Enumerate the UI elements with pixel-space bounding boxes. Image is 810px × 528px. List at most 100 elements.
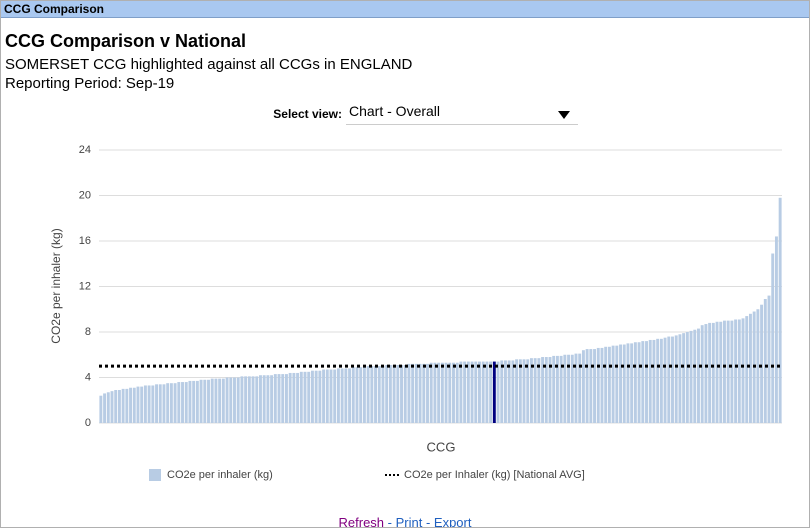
legend-label: CO2e per Inhaler (kg) [National AVG] (404, 469, 585, 481)
title: CCG Comparison v National (5, 31, 247, 51)
bar (355, 367, 359, 423)
bar (626, 343, 630, 423)
bar (121, 388, 125, 423)
bar (129, 387, 133, 423)
dropdown-arrow[interactable] (558, 111, 570, 119)
bar (418, 363, 422, 423)
bar (474, 361, 478, 423)
bar (763, 299, 767, 423)
bar (414, 363, 418, 423)
view-dropdown[interactable]: Chart - Overall (346, 101, 578, 125)
bar (756, 309, 760, 423)
bar (195, 380, 199, 423)
bar (240, 376, 244, 423)
subtitle: SOMERSET CCG highlighted against all CCG… (5, 56, 413, 73)
bar (403, 364, 407, 423)
bar (310, 370, 314, 423)
bar (619, 344, 622, 423)
bar (567, 354, 571, 423)
bar (656, 338, 660, 423)
bar (270, 375, 274, 423)
bar (622, 344, 626, 423)
bar (251, 376, 255, 423)
legend-swatch (149, 469, 161, 481)
bar (663, 337, 667, 423)
bar (218, 378, 222, 423)
bar (147, 385, 151, 423)
bar (778, 197, 782, 423)
bar (336, 368, 340, 423)
bar (600, 347, 604, 423)
bar (515, 359, 519, 423)
bar (140, 386, 144, 423)
export-link[interactable]: - Export (425, 515, 472, 528)
bar (548, 357, 552, 423)
bar (596, 347, 600, 423)
bar (273, 374, 277, 423)
bar (117, 390, 121, 423)
bar (723, 320, 726, 423)
highlighted-bar (492, 361, 496, 423)
bar (169, 383, 173, 423)
bar (448, 362, 452, 423)
bar (485, 361, 489, 423)
bar (370, 366, 374, 423)
bar (470, 361, 474, 423)
bar (711, 322, 715, 423)
bar (292, 372, 296, 423)
bar (478, 361, 481, 423)
bar (774, 236, 778, 423)
bar (259, 375, 262, 423)
bar (188, 380, 192, 423)
bar (463, 361, 467, 423)
bar (700, 325, 704, 423)
bar (715, 321, 719, 423)
refresh-link[interactable]: Refresh (338, 515, 385, 528)
bar (299, 371, 303, 423)
bar (329, 369, 333, 423)
bar (574, 353, 578, 423)
bar (641, 341, 645, 423)
bar (192, 380, 196, 423)
bar (400, 364, 403, 423)
bar (589, 349, 593, 423)
bar (422, 363, 426, 423)
bar (652, 339, 656, 423)
bar (704, 324, 708, 423)
bar (637, 342, 641, 423)
bar (381, 366, 385, 423)
bar (570, 354, 574, 423)
bar (333, 369, 337, 423)
bar (555, 355, 559, 423)
bar (166, 383, 170, 423)
bar (526, 359, 530, 423)
bar (396, 364, 400, 423)
bar (184, 382, 188, 423)
bar (760, 304, 764, 423)
bar (203, 379, 207, 423)
bar (307, 371, 311, 423)
bar (541, 357, 545, 423)
print-link[interactable]: - Print (387, 515, 423, 528)
bar (207, 379, 210, 423)
bar (615, 345, 619, 423)
bar (455, 362, 459, 423)
y-tick-label: 0 (85, 417, 91, 429)
bar (296, 372, 300, 423)
bar (693, 329, 697, 423)
bar (741, 318, 745, 423)
bar (426, 363, 429, 423)
bar (522, 359, 526, 423)
bar (719, 321, 723, 423)
bar (136, 386, 140, 423)
bar (377, 366, 381, 423)
bar (533, 358, 537, 423)
bar (585, 349, 589, 423)
bar (340, 368, 344, 423)
bar (552, 355, 556, 423)
bar (385, 364, 389, 423)
bar (221, 378, 225, 423)
bar (303, 371, 307, 423)
bar (685, 332, 689, 423)
dropdown-value[interactable]: Chart - Overall (349, 103, 441, 119)
